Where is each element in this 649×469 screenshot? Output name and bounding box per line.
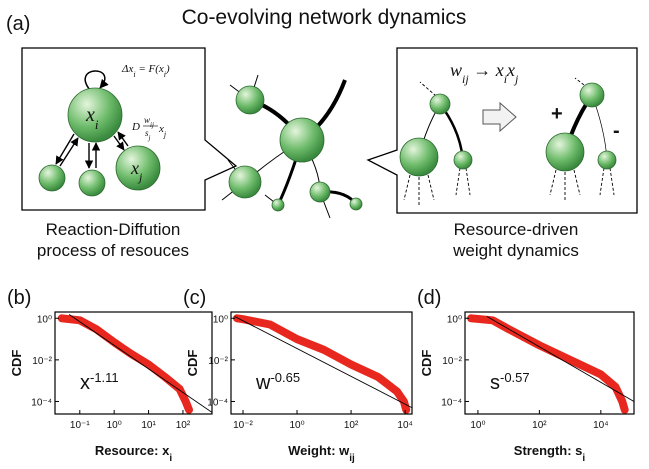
- node-label: xj: [130, 158, 143, 184]
- y-axis-label: CDF: [9, 350, 24, 377]
- x-axis-label-text: Resource: x: [95, 443, 170, 458]
- annotation: x-1.11: [80, 370, 119, 395]
- x-tick-label: 10⁰: [289, 420, 304, 431]
- x-axis-label-sub: i: [582, 453, 585, 464]
- equation: D wij sj xj: [131, 115, 167, 142]
- x-tick-label: 10⁻²: [233, 420, 253, 431]
- y-tick-label: 10⁻²: [208, 356, 228, 367]
- arrow: [482, 101, 517, 133]
- plot-area: [467, 314, 634, 414]
- x-axis-label: Strength: si: [514, 443, 586, 464]
- flux-arrows: [55, 131, 129, 169]
- caption: process of resouces: [37, 241, 189, 260]
- annotation-exponent: -0.65: [270, 370, 300, 385]
- x-tick-label: 10⁰: [470, 420, 485, 431]
- eq-part: sj: [145, 128, 151, 142]
- caption: weight dynamics: [452, 241, 579, 260]
- annotation-exponent: -0.57: [500, 370, 530, 385]
- y-tick-label: 10⁰: [447, 314, 462, 325]
- x-tick-label: 10⁴: [397, 420, 412, 431]
- fit-line: [486, 316, 634, 402]
- panel-label: (a): [6, 13, 30, 35]
- y-axis-label: CDF: [185, 350, 200, 377]
- y-tick-label: 10⁰: [37, 314, 52, 325]
- annotation-base: s: [490, 372, 500, 394]
- callout-box: [366, 47, 638, 214]
- y-tick-label: 10⁻²: [32, 356, 52, 367]
- annotation-base: w: [255, 372, 271, 394]
- panel-label: (d): [417, 287, 441, 309]
- y-tick-label: 10⁻⁴: [441, 397, 462, 408]
- data-band: [233, 314, 411, 414]
- self-loop: [84, 70, 109, 91]
- x-axis-label-text: Weight: w: [288, 443, 350, 458]
- x-axis-label-sub: i: [169, 453, 172, 464]
- annotation-exponent: -1.11: [90, 370, 119, 385]
- axes-frame: [54, 311, 213, 415]
- eq-part: xj: [158, 123, 167, 139]
- eq-part: D: [131, 121, 140, 133]
- x-axis-label-sub: ij: [349, 453, 355, 464]
- x-axis-label: Resource: xi: [95, 443, 172, 464]
- nodes: [38, 87, 161, 197]
- sign: +: [551, 103, 563, 125]
- equation: wij → xixj: [450, 60, 519, 86]
- x-axis-label: Weight: wij: [288, 443, 355, 464]
- fit-line: [68, 314, 212, 413]
- caption: Resource-driven: [454, 220, 579, 239]
- plot-area: [57, 314, 212, 414]
- x-tick-label: 10²: [176, 420, 191, 431]
- sign: -: [613, 120, 620, 142]
- x-tick-label: 10¹: [141, 420, 156, 431]
- annotation: s-0.57: [490, 370, 530, 395]
- fit-line: [234, 316, 412, 409]
- equation: Δxi = F(xi): [121, 63, 170, 79]
- annotation-base: x: [80, 372, 90, 394]
- panel-label: (b): [7, 287, 31, 309]
- callout-box: [21, 47, 238, 211]
- nodes: [228, 85, 363, 212]
- x-tick-label: 10⁰: [107, 420, 122, 431]
- title: Co-evolving network dynamics: [182, 6, 467, 29]
- axes-frame: [230, 311, 413, 415]
- data-band: [467, 314, 629, 414]
- plot-area: [233, 314, 412, 414]
- panel-label: (c): [183, 287, 206, 309]
- annotation: w-0.65: [255, 370, 300, 395]
- x-tick-label: 10²: [532, 420, 547, 431]
- eq-part: wij: [144, 115, 154, 129]
- node-label: xi: [85, 104, 99, 132]
- data-band: [57, 314, 193, 414]
- y-tick-label: 10⁻⁴: [207, 397, 228, 408]
- y-tick-label: 10⁻⁴: [31, 397, 52, 408]
- y-tick-label: 10⁰: [213, 314, 228, 325]
- x-tick-label: 10⁴: [593, 420, 608, 431]
- caption: Reaction-Diffution: [46, 220, 181, 239]
- axes-frame: [464, 311, 635, 415]
- y-tick-label: 10⁻²: [442, 356, 462, 367]
- x-tick-label: 10²: [344, 420, 359, 431]
- x-axis-label-text: Strength: s: [514, 443, 583, 458]
- y-axis-label: CDF: [419, 350, 434, 377]
- x-tick-label: 10⁻¹: [70, 420, 90, 431]
- nodes: [399, 82, 617, 177]
